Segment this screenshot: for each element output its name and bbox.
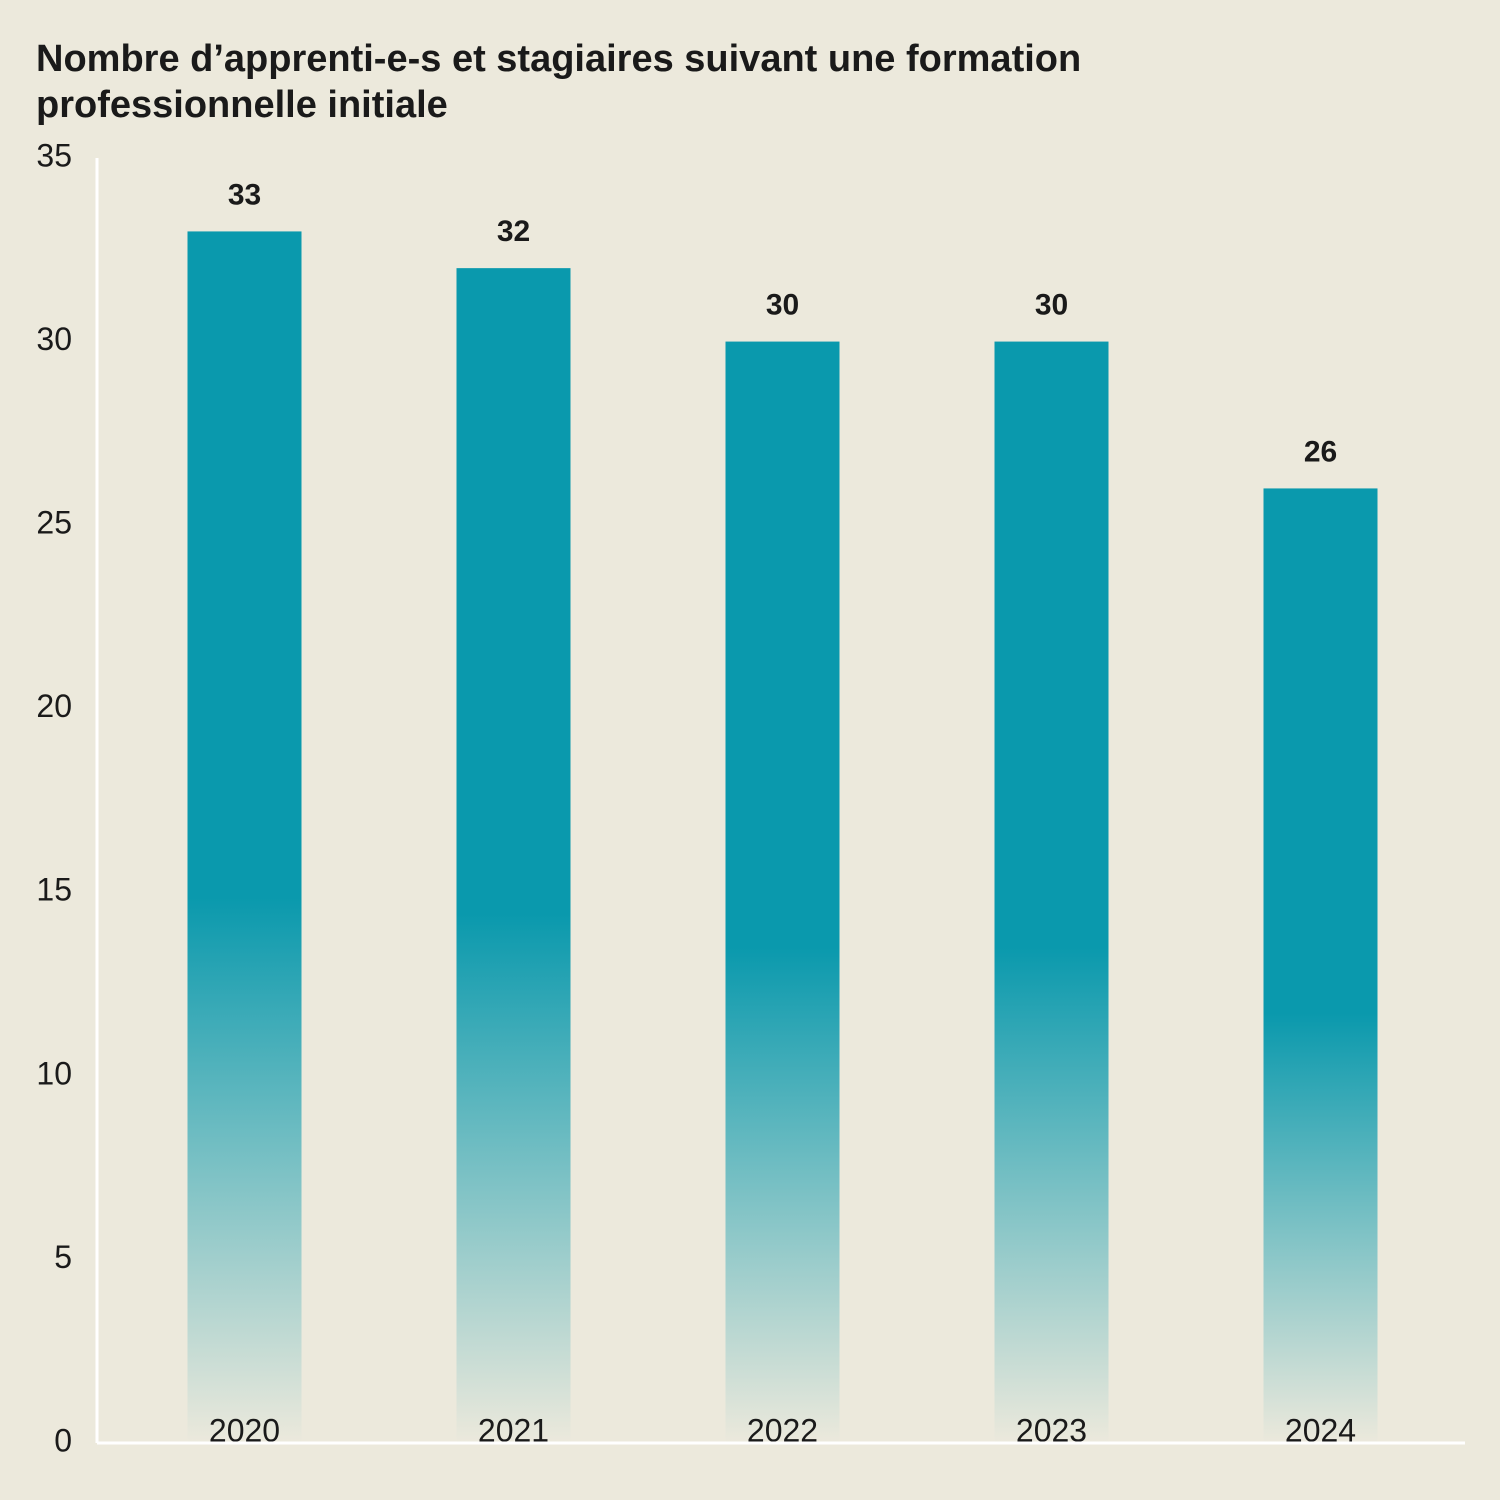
- bar: [456, 268, 571, 1444]
- bar: [725, 341, 840, 1444]
- y-tick-label: 35: [36, 137, 72, 173]
- y-tick-label: 30: [36, 321, 72, 357]
- value-label: 30: [766, 288, 799, 321]
- y-tick-label: 0: [54, 1422, 72, 1458]
- y-tick-label: 20: [36, 688, 72, 724]
- chart-title: Nombre d’apprenti-e-s et stagiaires suiv…: [36, 38, 1082, 126]
- bar: [187, 231, 302, 1443]
- bar: [1263, 488, 1378, 1443]
- value-label: 33: [228, 178, 261, 211]
- value-label: 30: [1035, 288, 1068, 321]
- bar: [994, 341, 1109, 1444]
- y-tick-label: 5: [54, 1239, 72, 1275]
- y-tick-label: 15: [36, 872, 72, 908]
- y-tick-label: 10: [36, 1055, 72, 1091]
- value-label: 26: [1304, 435, 1337, 468]
- y-tick-label: 25: [36, 505, 72, 541]
- value-label: 32: [497, 215, 530, 248]
